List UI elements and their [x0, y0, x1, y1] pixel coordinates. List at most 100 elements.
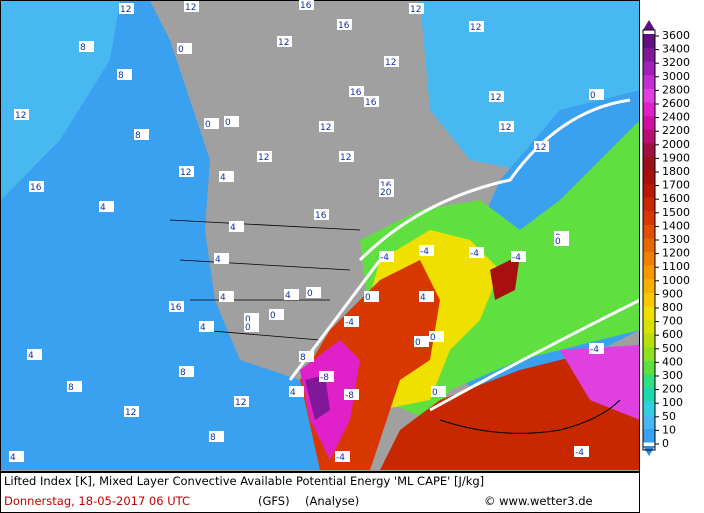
caption-model: (GFS)	[258, 494, 290, 508]
colorbar-swatch	[643, 265, 655, 280]
colorbar-swatch	[643, 401, 655, 416]
contour-label: 0	[178, 45, 184, 55]
colorbar-swatch	[643, 34, 655, 49]
contour-label-bg	[299, 351, 314, 362]
contour-label: 12	[180, 168, 191, 178]
contour-label: -4	[380, 253, 389, 263]
colorbar-label: 300	[662, 369, 683, 382]
contour-label: 0	[430, 333, 436, 343]
contour-label: 12	[125, 408, 136, 418]
contour-label: 12	[535, 143, 546, 153]
contour-label: -4	[345, 318, 354, 328]
contour-label-bg	[414, 336, 429, 347]
contour-label: 12	[120, 5, 131, 15]
contour-label: 4	[230, 223, 236, 233]
colorbar-label: 3600	[662, 29, 690, 42]
caption-run: (Analyse)	[305, 494, 359, 508]
colorbar-label: 1200	[662, 247, 690, 260]
contour-label: 8	[80, 43, 86, 53]
contour-label-bg	[169, 301, 184, 312]
contour-label: 0	[225, 118, 231, 128]
contour-label-bg	[319, 121, 334, 132]
contour-label-bg	[379, 186, 394, 197]
contour-label: 12	[185, 3, 196, 13]
contour-label-bg	[339, 151, 354, 162]
colorbar-swatch	[643, 333, 655, 348]
colorbar-swatch	[643, 251, 655, 266]
colorbar-swatch	[643, 306, 655, 321]
contour-label: 4	[220, 293, 226, 303]
caption-date: Donnerstag, 18-05-2017 06 UTC	[4, 494, 190, 508]
contour-label-bg	[269, 309, 284, 320]
contour-label-bg	[314, 209, 329, 220]
coastline	[439, 399, 621, 434]
contour-label-bg	[234, 396, 249, 407]
contour-label: 16	[30, 183, 42, 193]
contour-label-bg	[289, 386, 304, 397]
contour-label: 12	[490, 93, 501, 103]
colorbar-label: 400	[662, 355, 683, 368]
contour-label: 4	[28, 351, 34, 361]
contour-label-bg	[257, 151, 272, 162]
colorbar-swatch	[643, 224, 655, 239]
colorbar-label: 600	[662, 328, 683, 341]
colorbar-frame	[642, 29, 656, 451]
colorbar-label: 2200	[662, 124, 690, 137]
colorbar-swatch	[643, 292, 655, 307]
contour-label-bg	[299, 0, 314, 10]
contour-label-bg	[469, 247, 484, 258]
very-high-cape	[300, 340, 360, 460]
colorbar-label: 1500	[662, 206, 690, 219]
colorbar-label: 1100	[662, 260, 690, 273]
contour-label-bg	[379, 179, 394, 190]
contour-label: 16	[315, 211, 327, 221]
contour-label-bg	[589, 343, 604, 354]
contour-label-bg	[379, 251, 394, 262]
contour-label-bg	[9, 451, 24, 462]
contour-label: 4	[215, 255, 221, 265]
colorbar-swatch	[643, 197, 655, 212]
contour-label-bg	[419, 245, 434, 256]
contour-label: 4	[100, 203, 106, 213]
contour-label-bg	[364, 96, 379, 107]
contour-label-bg	[27, 349, 42, 360]
contour-label-bg	[179, 366, 194, 377]
colorbar-swatch	[643, 278, 655, 293]
colorbar-label: 2400	[662, 111, 690, 124]
contour-label: 8	[210, 433, 216, 443]
contour-label: 8	[118, 71, 124, 81]
colorbar-label: 1900	[662, 151, 690, 164]
contour-label-bg	[431, 386, 446, 397]
gulf-cape	[380, 345, 640, 470]
contour-label-bg	[335, 451, 350, 462]
colorbar-label: 1800	[662, 165, 690, 178]
colorbar-swatch	[643, 74, 655, 89]
contour-label-bg	[29, 181, 44, 192]
contour-label-bg	[214, 253, 229, 264]
colorbar-swatch	[643, 346, 655, 361]
colorbar-swatch	[643, 102, 655, 117]
contour-label: 12	[258, 153, 269, 163]
contour-label-bg	[204, 118, 219, 129]
contour-label: -4	[590, 345, 599, 355]
contour-label-bg	[284, 289, 299, 300]
contour-label: 4	[220, 173, 226, 183]
colorbar-label: 200	[662, 383, 683, 396]
contour-label: 0	[205, 120, 211, 130]
arctic-region	[420, 1, 640, 170]
contour-label-bg	[337, 19, 352, 30]
contour-label: 12	[278, 38, 289, 48]
contour-label: 8	[180, 368, 186, 378]
contour-label: 0	[270, 311, 276, 321]
cape-cell	[490, 255, 520, 300]
colorbar-swatch	[643, 88, 655, 103]
contour-label: 4	[420, 293, 426, 303]
contour-label: 12	[15, 111, 26, 121]
contour-label-bg	[429, 331, 444, 342]
contour-label: 4	[200, 323, 206, 333]
colorbar-swatch	[643, 428, 655, 443]
caption-box	[0, 472, 640, 513]
contour-label-bg	[117, 69, 132, 80]
contour-label: 8	[68, 383, 74, 393]
